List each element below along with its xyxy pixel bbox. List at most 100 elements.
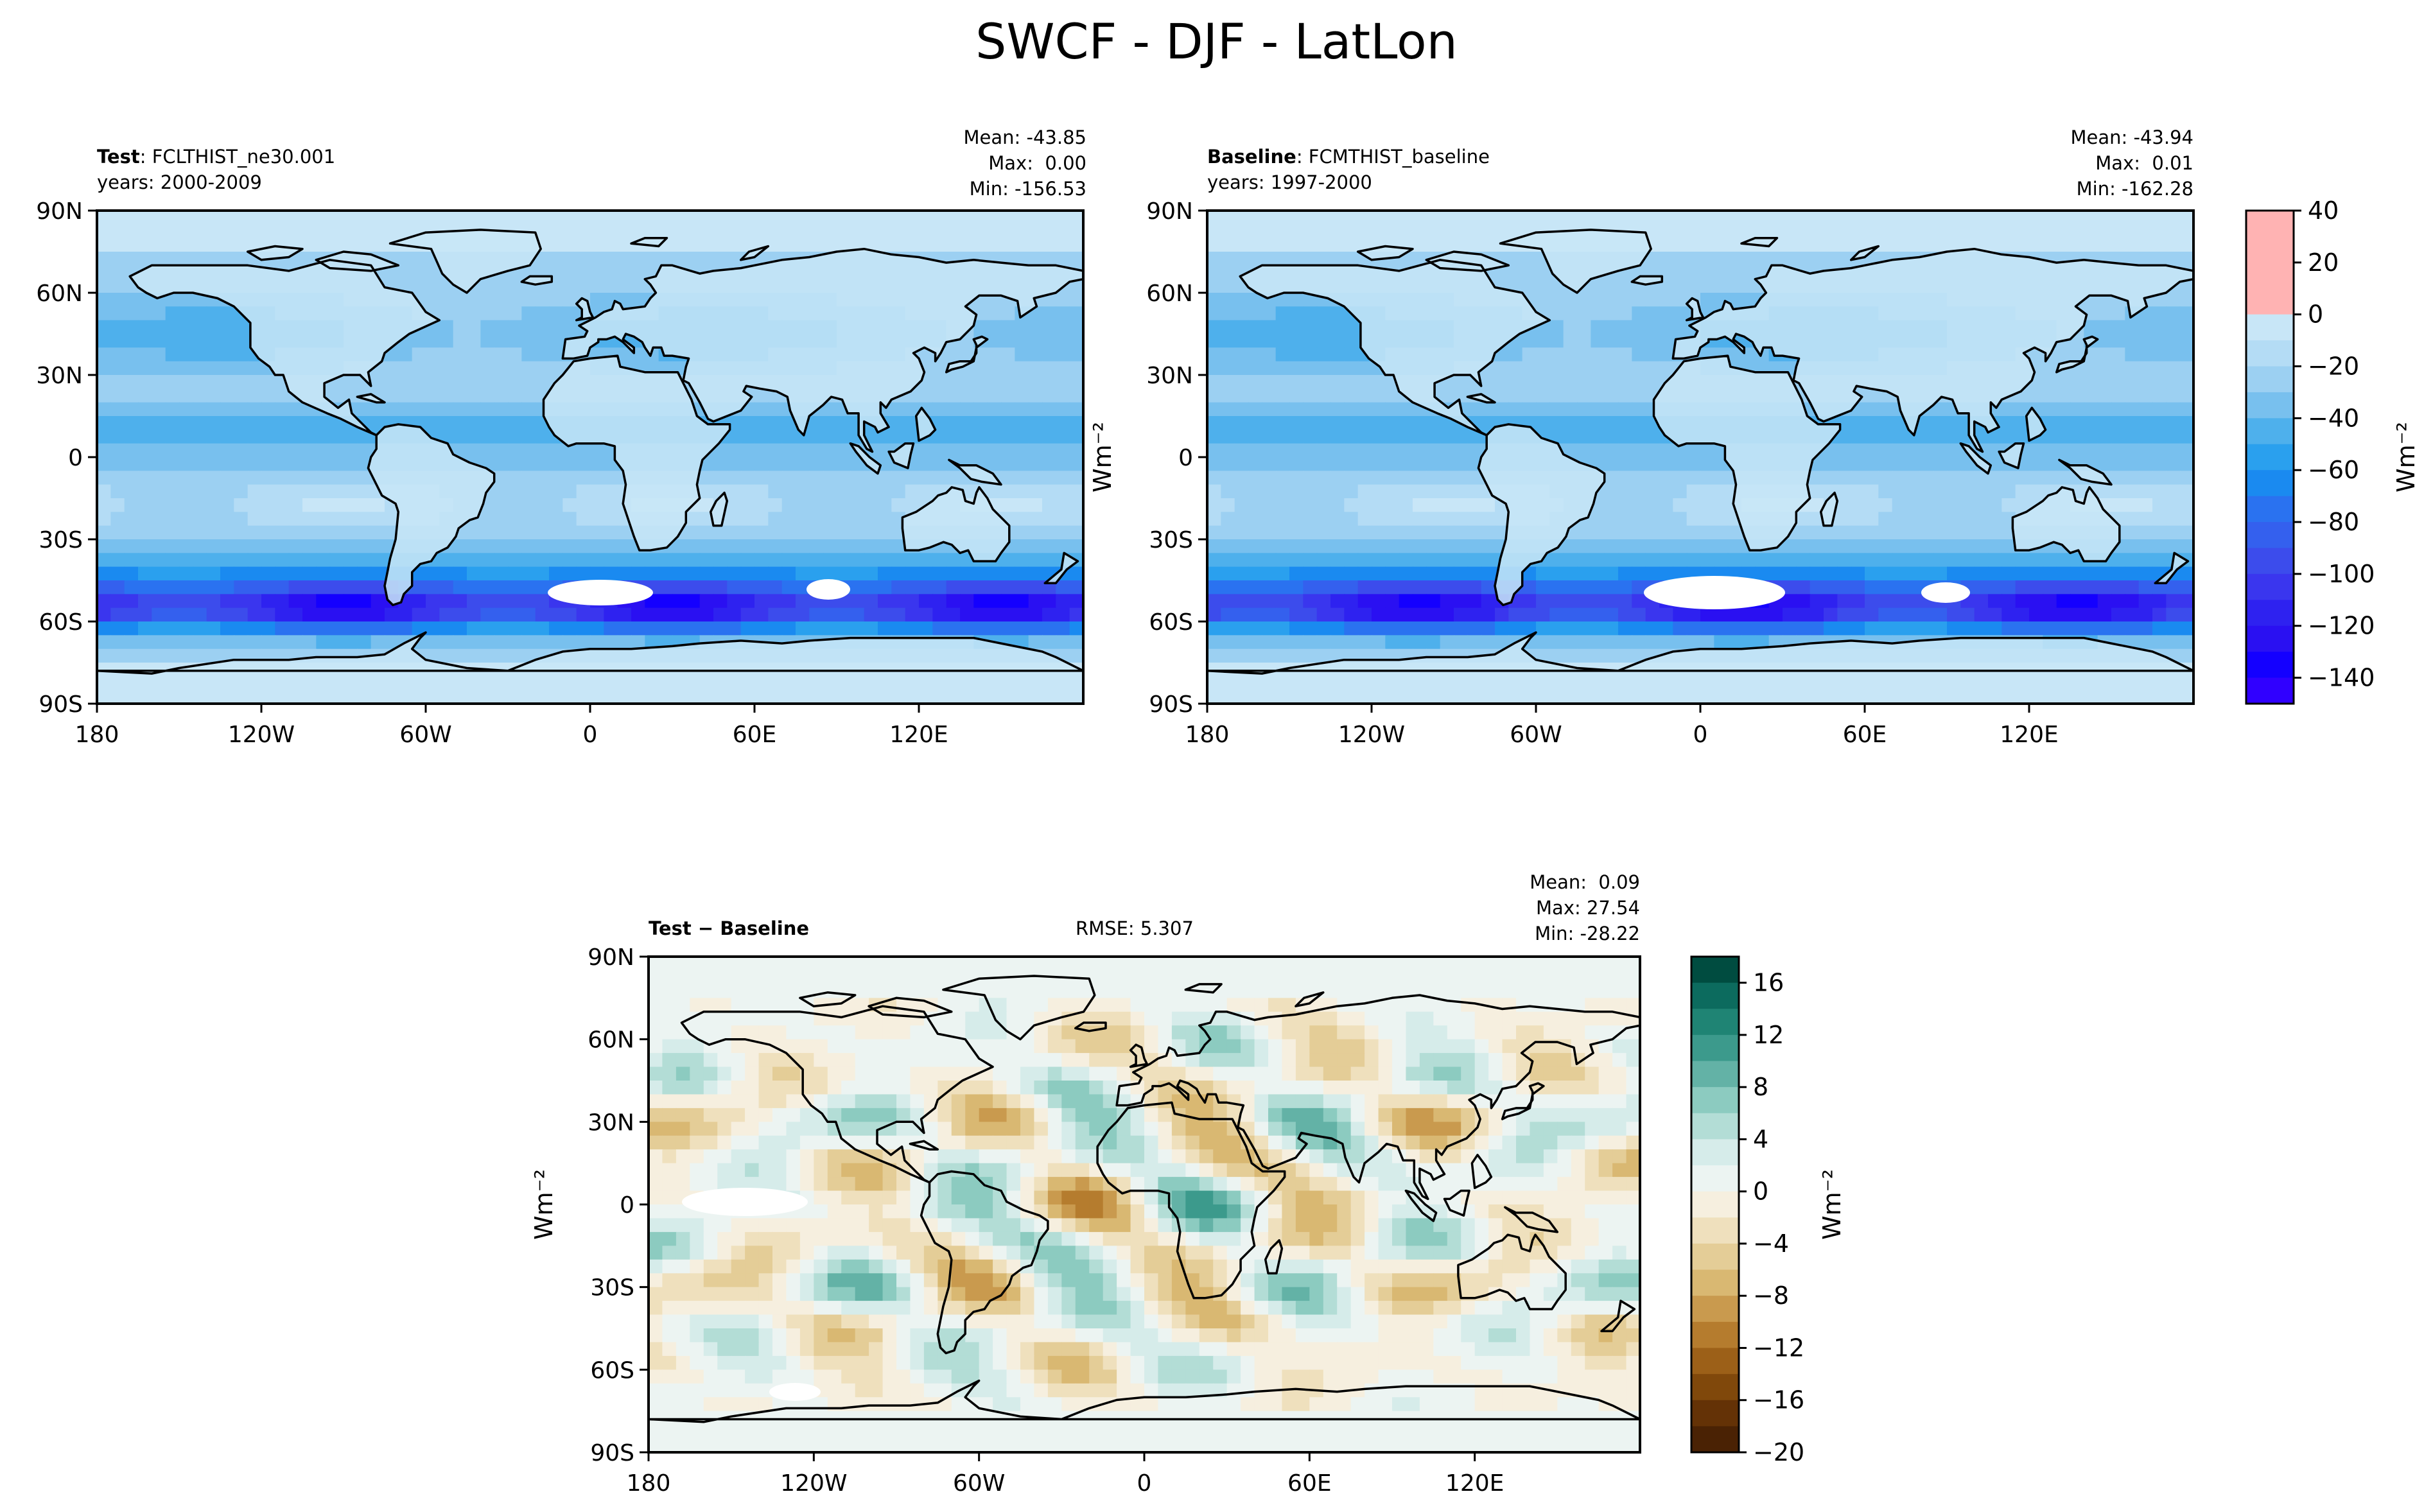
field-cell [247,553,262,568]
field-cell [1426,553,1441,568]
field-cell [165,648,180,663]
field-cell [1549,553,1564,568]
field-cell [1207,525,1222,540]
field-cell [1028,690,1043,704]
field-cell [234,457,249,472]
field-cell [1563,566,1578,581]
field-cell [1303,306,1318,321]
field-cell [124,594,139,609]
field-cell [1892,211,1906,225]
field-cell [1809,607,1824,622]
field-cell [316,525,331,540]
field-cell [1399,457,1413,472]
field-cell [1028,498,1043,513]
field-cell [1591,525,1605,540]
field-cell [1069,484,1083,499]
field-cell [344,553,358,568]
field-cell [1577,347,1592,362]
field-cell [110,211,125,225]
field-cell [1069,498,1083,513]
field-cell [1399,471,1413,485]
field-cell [2179,594,2193,609]
field-cell [796,580,810,595]
field-cell [1741,635,1756,650]
field-cell [494,457,509,472]
field-cell [699,607,714,622]
field-cell [1837,430,1852,444]
field-cell [973,375,988,390]
field-cell [1330,402,1345,417]
field-cell [165,539,180,554]
field-cell [2166,347,2181,362]
field-cell [152,607,166,622]
field-cell [1673,443,1687,458]
field-cell [535,347,550,362]
field-cell [1700,443,1715,458]
field-cell [535,635,550,650]
field-cell [261,457,276,472]
field-cell [1919,471,1934,485]
field-cell [1727,525,1742,540]
field-cell [1399,211,1413,225]
field-cell [1947,211,1962,225]
field-cell [740,211,755,225]
field-cell [864,525,878,540]
field-cell [521,566,536,581]
field-cell [2152,347,2167,362]
field-cell [1591,580,1605,595]
field-cell [1275,580,1290,595]
field-cell [1522,211,1537,225]
field-cell [562,279,577,293]
field-cell [1028,361,1043,376]
field-cell [837,471,851,485]
field-cell [1549,594,1564,609]
field-cell [1577,402,1592,417]
field-cell [1056,306,1070,321]
field-cell [2056,402,2071,417]
field-cell [919,224,934,239]
field-cell [1714,553,1729,568]
field-cell [288,430,303,444]
field-cell [754,211,769,225]
field-cell [1316,238,1331,252]
field-cell [179,375,194,390]
field-cell [1645,334,1660,349]
field-cell [2056,621,2071,636]
field-cell [1865,553,1879,568]
field-cell [1536,293,1551,308]
field-cell [1563,402,1578,417]
field-cell [206,347,221,362]
field-cell [316,211,331,225]
field-cell [1796,553,1811,568]
field-cell [1947,498,1962,513]
field-cell [2125,375,2140,390]
field-cell [1207,224,1222,239]
field-cell [604,607,618,622]
field-cell [193,525,207,540]
field-cell [2070,224,2085,239]
field-cell [1275,512,1290,526]
field-cell [960,566,975,581]
field-cell [1221,566,1235,581]
field-cell [1275,252,1290,266]
field-cell [781,430,796,444]
field-cell [672,211,687,225]
field-cell [1001,471,1016,485]
field-cell [1262,388,1277,403]
field-cell [905,607,920,622]
field-cell [823,539,837,554]
field-cell [1056,457,1070,472]
field-cell [1563,621,1578,636]
field-cell [288,457,303,472]
field-cell [124,635,139,650]
field-cell [823,484,837,499]
field-cell [1454,553,1469,568]
field-cell [261,566,276,581]
field-cell [480,594,495,609]
field-cell [467,334,482,349]
field-cell [1933,498,1948,513]
field-cell [1316,553,1331,568]
field-cell [2166,402,2181,417]
field-cell [1892,539,1906,554]
field-cell [960,676,975,691]
